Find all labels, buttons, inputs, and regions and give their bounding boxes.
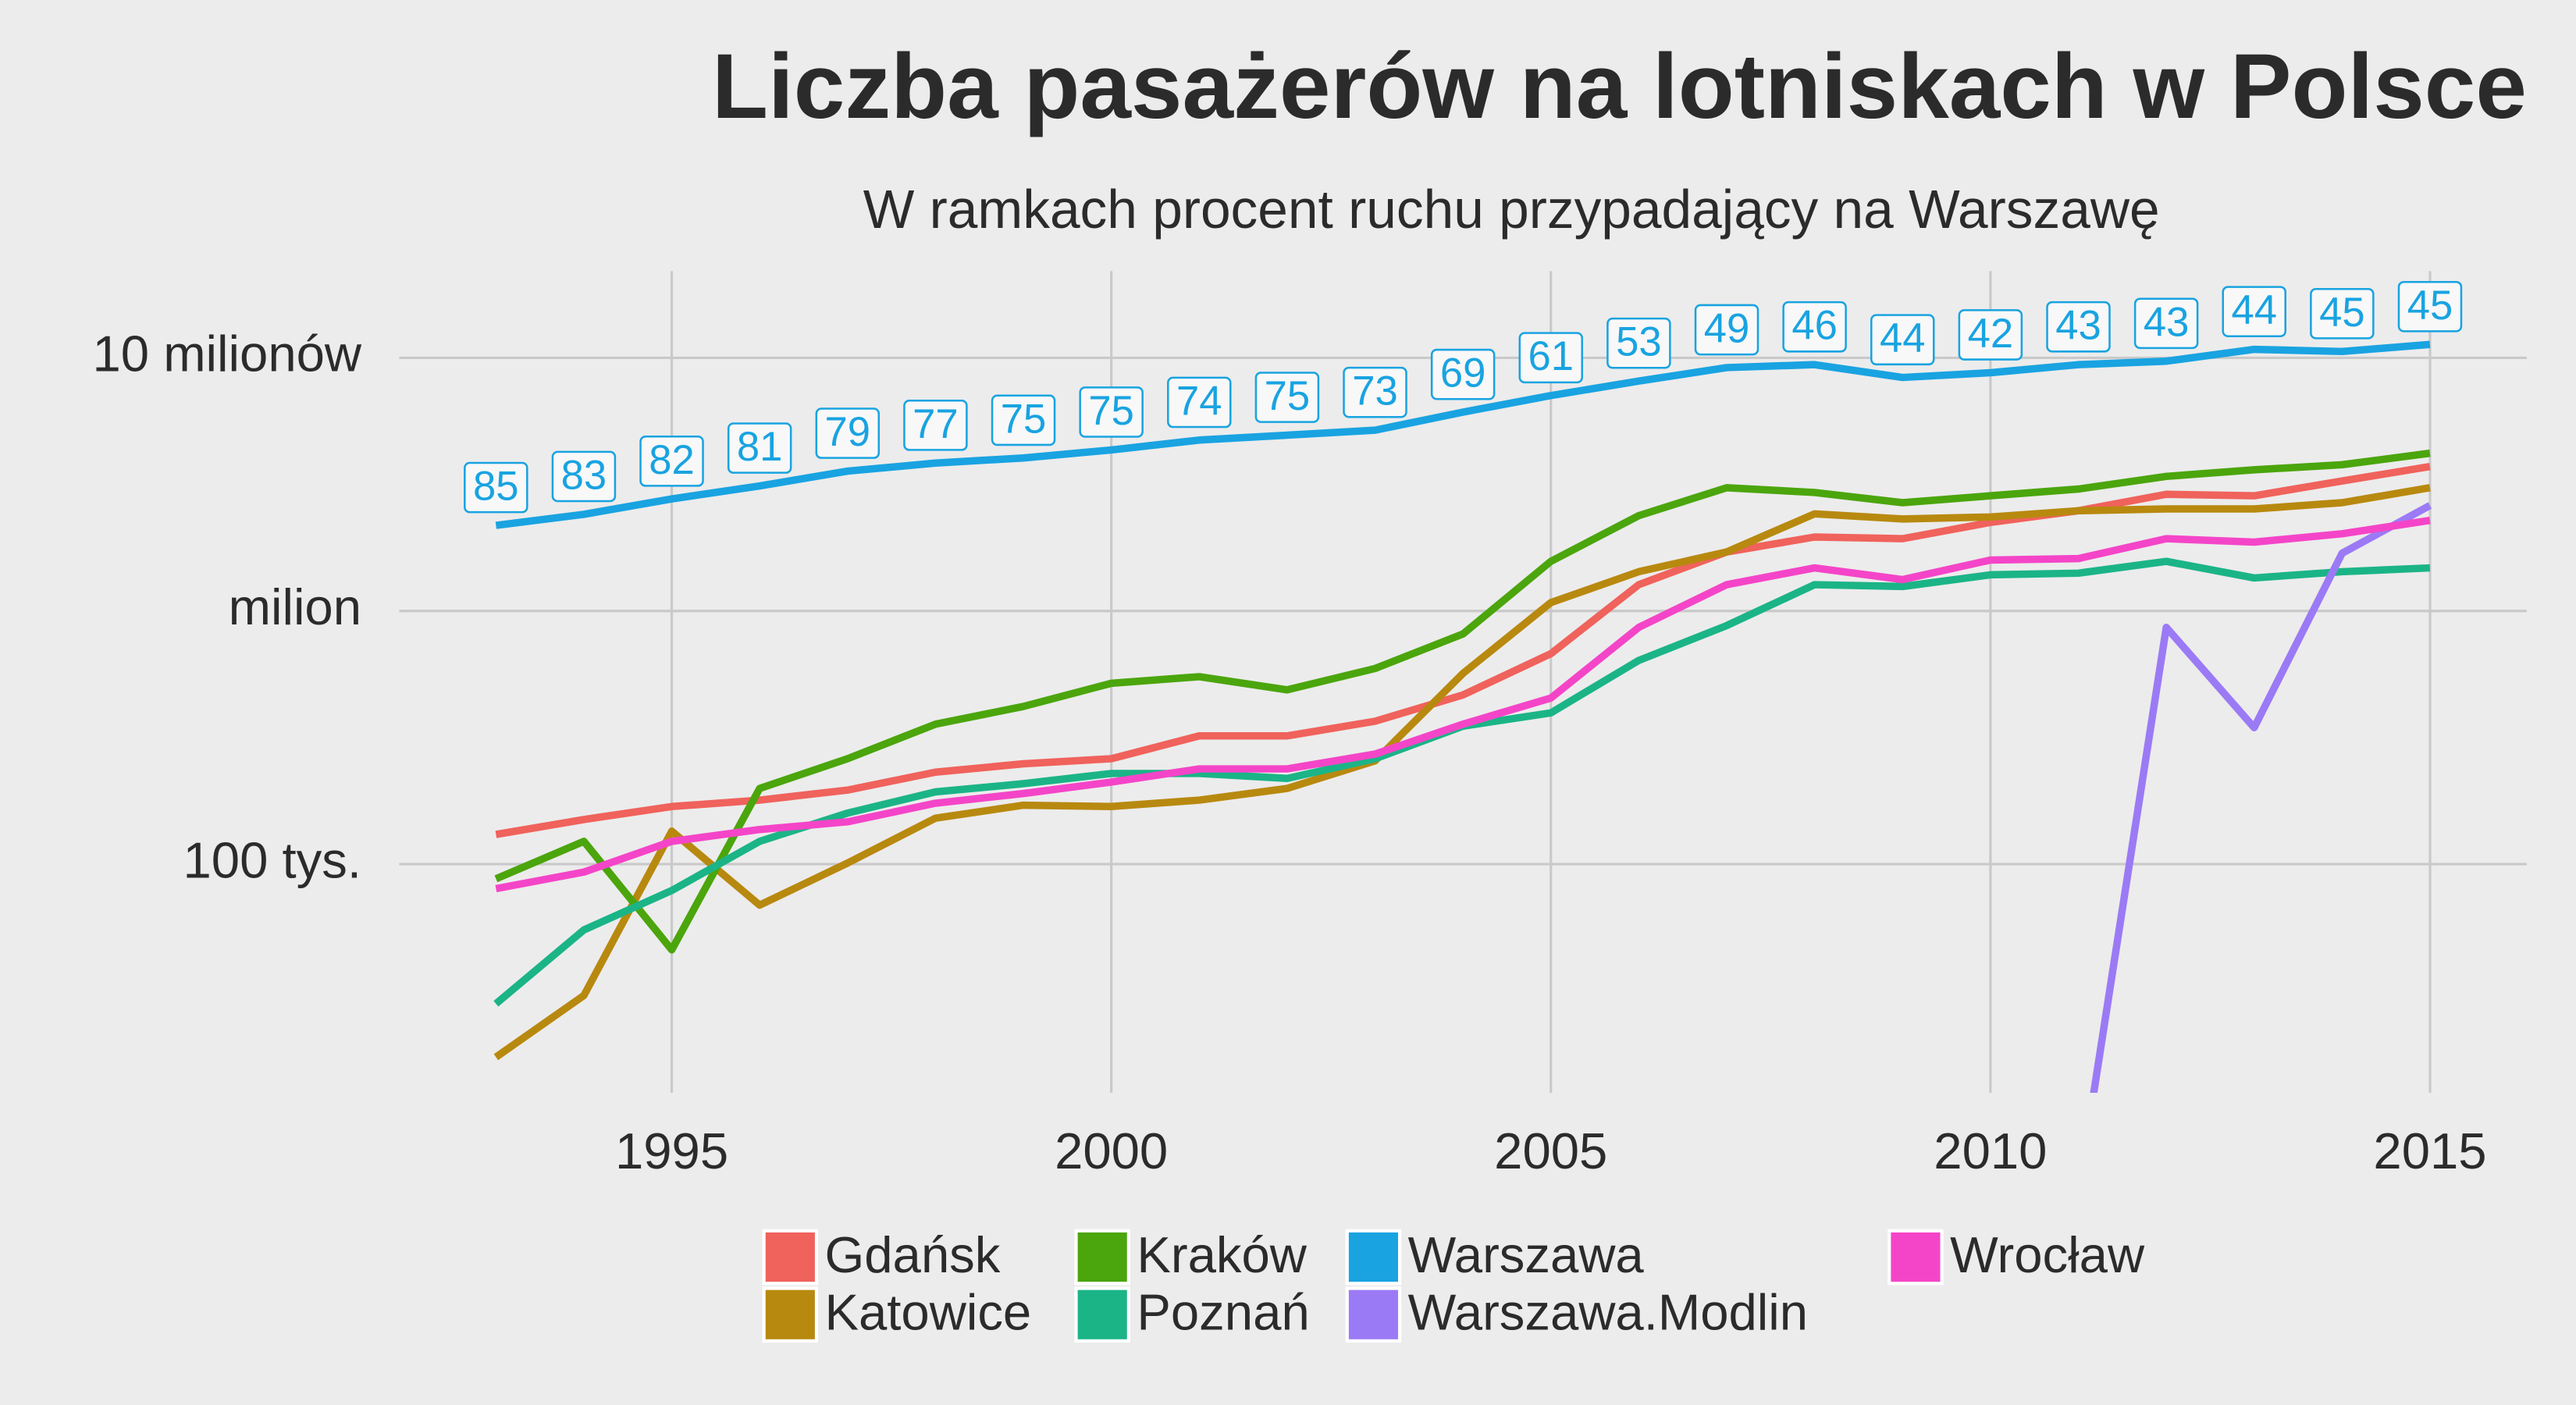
legend-label: Warszawa.Modlin xyxy=(1408,1284,1808,1341)
legend-key xyxy=(1345,1286,1402,1343)
label-box xyxy=(551,450,617,503)
legend-label: Wrocław xyxy=(1950,1226,2145,1283)
box-label: 73 xyxy=(1352,368,1398,414)
legend-key xyxy=(1888,1229,1944,1286)
box-label: 43 xyxy=(2055,303,2101,349)
box-label: 75 xyxy=(1265,373,1311,419)
series-line xyxy=(2090,502,2432,1093)
x-tick-label: 2000 xyxy=(1055,1122,1168,1179)
box-label: 74 xyxy=(1176,378,1222,424)
label-box xyxy=(2133,297,2199,350)
box-label: 61 xyxy=(1528,333,1574,379)
chart-subtitle: W ramkach procent ruchu przypadający na … xyxy=(863,179,2160,240)
series-line xyxy=(493,484,2431,1061)
legend-key xyxy=(1345,1229,1402,1286)
label-box xyxy=(1518,332,1584,384)
legend-label: Poznań xyxy=(1137,1284,1309,1341)
box-label: 44 xyxy=(2231,287,2277,333)
x-tick-label: 2015 xyxy=(2373,1122,2486,1179)
legend-key xyxy=(1074,1286,1130,1343)
legend-key xyxy=(762,1286,819,1343)
label-box xyxy=(1079,386,1144,438)
legend-label: Warszawa xyxy=(1408,1226,1645,1283)
box-label: 75 xyxy=(1088,388,1134,434)
box-label: 44 xyxy=(1880,315,1926,361)
label-box xyxy=(2397,280,2463,333)
y-tick-label: milion xyxy=(229,578,361,635)
chart-title: Liczba pasażerów na lotniskach w Polsce xyxy=(712,34,2527,137)
box-label: 82 xyxy=(649,437,695,483)
series-line xyxy=(494,449,2431,954)
box-label: 81 xyxy=(737,424,783,470)
box-labels: 85 83 82 81 79 77 75 75 74 75 73 69 61 53 49 46 44 42 43 43… xyxy=(464,280,2463,514)
label-box xyxy=(2046,301,2111,353)
grid: 100 tys. milion 10 milionów 1995 2000 2005 201… xyxy=(93,271,2527,1179)
box-label: 43 xyxy=(2144,299,2190,345)
label-box xyxy=(1694,304,1759,356)
box-label: 79 xyxy=(825,409,871,455)
box-label: 77 xyxy=(913,401,959,447)
series-line xyxy=(495,517,2431,893)
label-box xyxy=(639,435,704,487)
legend-label: Kraków xyxy=(1137,1226,1307,1283)
y-tick-label: 10 milionów xyxy=(93,325,362,382)
label-box xyxy=(1254,372,1320,423)
box-label: 69 xyxy=(1440,350,1486,397)
label-box xyxy=(991,394,1056,446)
x-tick-label: 1995 xyxy=(615,1122,728,1179)
label-box xyxy=(903,399,968,451)
x-tick-label: 2005 xyxy=(1494,1122,1607,1179)
legend-label: Katowice xyxy=(825,1284,1032,1341)
label-box xyxy=(1430,348,1496,400)
box-label: 42 xyxy=(1968,311,2014,357)
label-box xyxy=(1606,317,1671,369)
legend-key xyxy=(1074,1229,1130,1286)
box-label: 46 xyxy=(1791,303,1838,349)
label-box xyxy=(1958,309,2023,361)
legend-key xyxy=(762,1229,819,1286)
box-label: 83 xyxy=(561,452,607,498)
label-box xyxy=(2222,286,2286,338)
box-label: 45 xyxy=(2407,283,2453,329)
box-label: 53 xyxy=(1616,319,1662,365)
series-line xyxy=(495,340,2431,529)
lines xyxy=(493,340,2432,1093)
box-label: 49 xyxy=(1704,306,1750,352)
label-box xyxy=(815,407,881,459)
label-box xyxy=(2310,287,2375,340)
label-box xyxy=(1343,366,1407,418)
label-box xyxy=(1870,314,1935,366)
legend-label: Gdańsk xyxy=(825,1226,1001,1283)
label-box xyxy=(727,422,792,474)
box-label: 85 xyxy=(473,464,519,510)
x-tick-label: 2010 xyxy=(1934,1122,2047,1179)
series-line xyxy=(495,463,2431,838)
label-box xyxy=(1782,301,1847,353)
box-label: 75 xyxy=(1001,396,1047,442)
label-box xyxy=(464,461,528,514)
label-box xyxy=(1167,376,1232,429)
box-label: 45 xyxy=(2319,290,2365,336)
y-tick-label: 100 tys. xyxy=(183,831,361,888)
